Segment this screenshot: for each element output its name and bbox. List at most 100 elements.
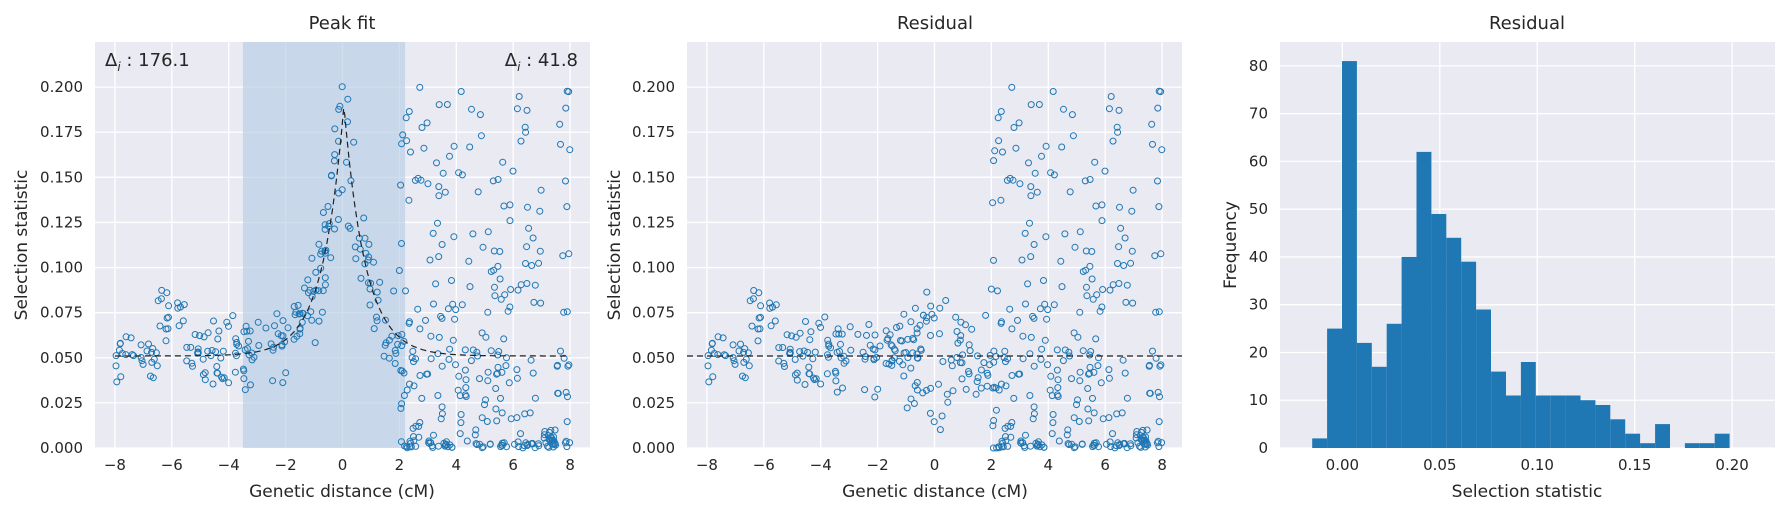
data-point bbox=[1026, 219, 1033, 227]
data-point bbox=[1030, 314, 1038, 322]
data-point bbox=[423, 119, 431, 127]
data-point bbox=[999, 148, 1006, 156]
data-point bbox=[279, 317, 287, 325]
data-point bbox=[1113, 123, 1121, 131]
data-point bbox=[449, 336, 457, 344]
data-point bbox=[235, 342, 243, 350]
x-tick-label: −8 bbox=[104, 456, 126, 474]
data-point bbox=[888, 361, 896, 369]
data-point bbox=[434, 392, 442, 399]
data-point bbox=[800, 347, 808, 355]
data-point bbox=[1053, 391, 1061, 399]
data-point bbox=[430, 300, 437, 308]
x-tick-label: 0.10 bbox=[1521, 456, 1554, 474]
data-point bbox=[1106, 438, 1114, 446]
data-point bbox=[1129, 299, 1137, 307]
data-point bbox=[416, 325, 424, 333]
data-point bbox=[240, 328, 248, 336]
data-point bbox=[397, 404, 405, 412]
data-point bbox=[462, 376, 470, 384]
data-point bbox=[1089, 295, 1097, 303]
data-point bbox=[1040, 277, 1047, 284]
histogram-bars bbox=[1312, 61, 1730, 448]
data-point bbox=[1101, 167, 1109, 175]
data-point bbox=[1061, 346, 1069, 354]
data-point bbox=[708, 340, 716, 348]
data-point bbox=[1109, 430, 1116, 438]
data-point bbox=[524, 203, 531, 211]
data-point bbox=[452, 361, 459, 369]
data-point bbox=[783, 331, 791, 339]
residual-histogram-panel: 0.00 0.05 0.10 0.15 0.20 0 10 20 30 40 50 60 70 80 R… bbox=[1221, 13, 1775, 502]
data-point bbox=[1054, 376, 1062, 384]
data-point bbox=[498, 409, 506, 417]
data-point bbox=[376, 278, 384, 286]
data-point bbox=[402, 114, 410, 122]
data-point bbox=[189, 362, 196, 370]
data-point bbox=[987, 285, 995, 293]
data-point bbox=[416, 83, 424, 91]
data-point bbox=[791, 371, 799, 379]
data-point bbox=[740, 348, 748, 356]
data-point bbox=[1109, 137, 1117, 145]
data-point bbox=[1070, 329, 1078, 337]
data-point bbox=[833, 388, 841, 396]
data-point bbox=[1107, 93, 1115, 100]
data-point bbox=[417, 176, 425, 184]
data-point bbox=[1120, 440, 1127, 448]
y-tick-label: 0.075 bbox=[632, 304, 675, 322]
data-point bbox=[551, 426, 559, 434]
data-point bbox=[493, 369, 501, 377]
data-point bbox=[255, 342, 263, 349]
data-point bbox=[559, 252, 567, 260]
data-point bbox=[757, 313, 764, 321]
data-point bbox=[457, 411, 465, 418]
data-point bbox=[557, 347, 564, 355]
y-tick-label: 0 bbox=[1258, 439, 1268, 457]
data-point bbox=[484, 308, 492, 316]
data-point bbox=[990, 358, 998, 366]
data-point bbox=[1070, 444, 1078, 452]
data-point bbox=[461, 391, 469, 399]
data-point bbox=[1046, 386, 1054, 394]
data-point bbox=[1094, 362, 1102, 370]
data-point bbox=[564, 393, 571, 401]
data-point bbox=[839, 384, 846, 392]
data-point bbox=[403, 386, 411, 394]
y-tick-label: 0.200 bbox=[40, 78, 83, 96]
data-point bbox=[1149, 140, 1156, 148]
data-point bbox=[536, 247, 544, 255]
data-point bbox=[537, 299, 545, 307]
data-point bbox=[435, 183, 443, 191]
data-point bbox=[365, 240, 373, 248]
data-point bbox=[536, 207, 544, 215]
data-point bbox=[1027, 333, 1035, 341]
histogram-bar bbox=[1625, 433, 1641, 448]
data-point bbox=[913, 354, 921, 362]
data-point bbox=[1049, 88, 1057, 95]
data-point bbox=[927, 302, 935, 310]
data-point bbox=[1146, 389, 1154, 397]
data-point bbox=[1008, 325, 1016, 333]
data-point bbox=[537, 186, 545, 194]
data-point bbox=[180, 301, 188, 309]
data-point bbox=[989, 199, 997, 207]
data-point bbox=[1026, 392, 1034, 399]
data-point bbox=[1132, 434, 1140, 442]
data-point bbox=[438, 410, 446, 418]
data-point bbox=[403, 137, 411, 145]
data-point bbox=[511, 440, 518, 448]
data-point bbox=[980, 359, 988, 367]
data-point bbox=[562, 388, 570, 396]
data-point bbox=[357, 274, 365, 282]
data-point bbox=[231, 368, 239, 376]
data-point bbox=[476, 375, 483, 383]
data-point bbox=[1036, 305, 1044, 313]
data-point bbox=[494, 262, 502, 270]
data-point bbox=[876, 342, 884, 350]
data-point bbox=[418, 394, 426, 402]
data-point bbox=[331, 225, 338, 233]
data-point bbox=[913, 325, 921, 333]
data-point bbox=[745, 362, 753, 370]
histogram-bar bbox=[1714, 433, 1730, 448]
